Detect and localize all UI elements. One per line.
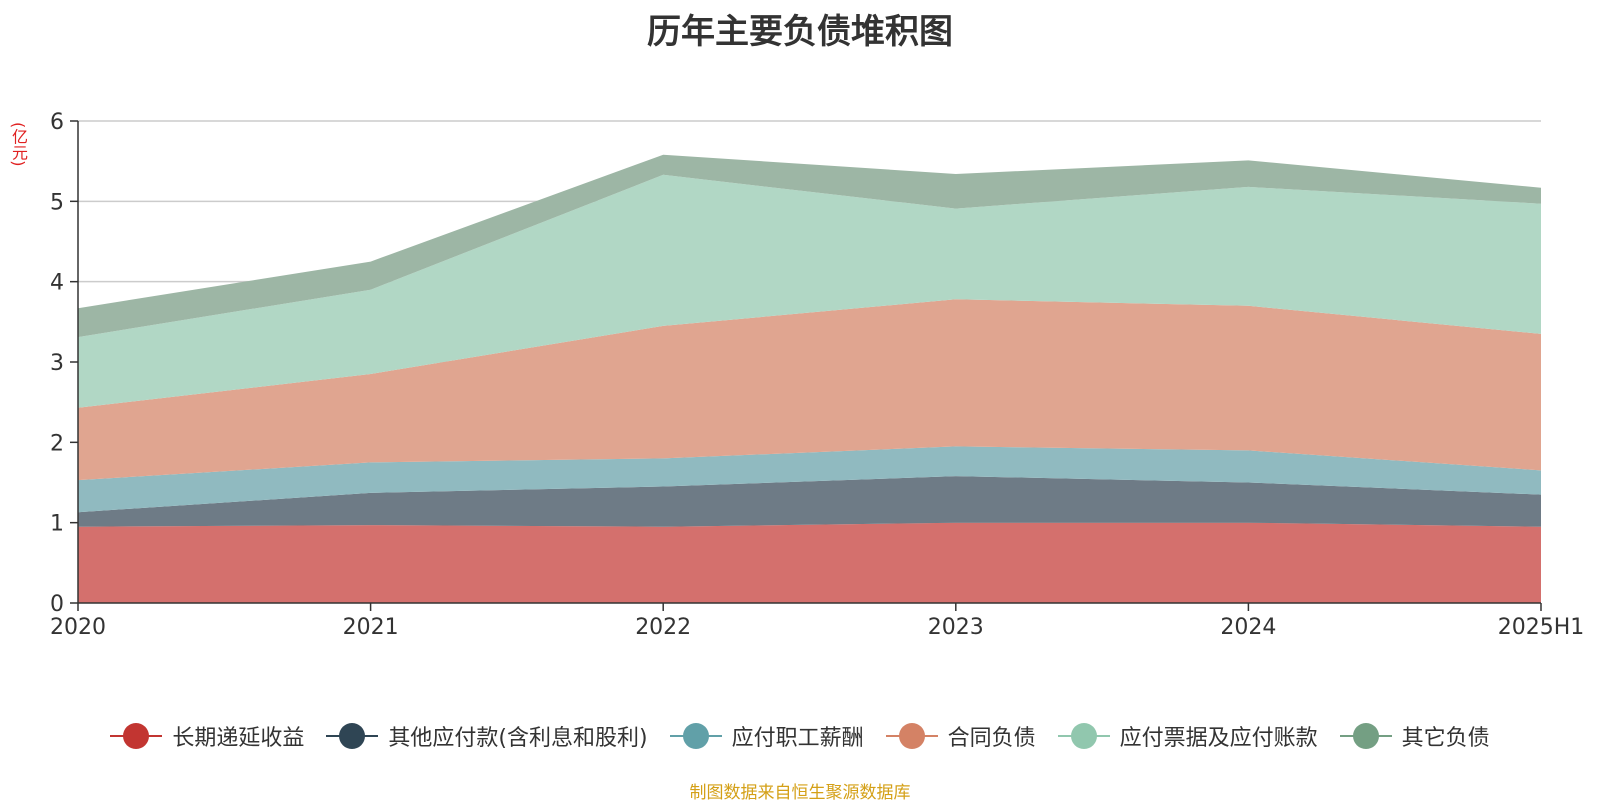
series-areas [78,154,1541,603]
y-axis-unit-label: (亿元) [9,122,28,167]
legend-marker-icon [885,722,938,750]
chart-legend: 长期递延收益 其他应付款(含利息和股利) 应付职工薪酬 合同负债 应付票据及应付账款 其它… [0,718,1600,754]
legend-label: 合同负债 [947,726,1036,751]
legend-item[interactable]: 应付职工薪酬 [669,720,864,752]
legend-marker-icon [669,722,722,750]
legend-item[interactable]: 长期递延收益 [110,720,304,752]
y-tick-label: 1 [50,512,64,537]
y-tick-label: 6 [50,110,64,135]
x-tick-label: 2023 [928,615,984,640]
legend-marker-icon [1057,722,1110,750]
area-series-0 [78,522,1541,603]
legend-label: 应付职工薪酬 [731,726,864,751]
legend-item[interactable]: 其他应付款(含利息和股利) [326,720,648,752]
legend-label: 应付票据及应付账款 [1119,726,1318,751]
axes: 0 1 2 3 4 5 6 2020 2021 2022 2023 2024 2025H1 [50,110,1584,640]
legend-label: 其它负债 [1401,726,1490,751]
legend-item[interactable]: 合同负债 [885,720,1036,752]
y-tick-label: 2 [50,431,64,456]
y-tick-label: 0 [50,592,64,617]
area-series-1 [78,476,1541,527]
y-tick-label: 4 [50,271,64,296]
legend-marker-icon [326,722,379,750]
chart-title: 历年主要负债堆积图 [647,12,953,52]
legend-label: 其他应付款(含利息和股利) [388,726,648,751]
x-tick-label: 2021 [343,615,399,640]
legend-item[interactable]: 应付票据及应付账款 [1057,720,1318,752]
legend-item[interactable]: 其它负债 [1339,720,1490,752]
area-series-3 [78,299,1541,481]
legend-label: 长期递延收益 [172,726,305,751]
x-tick-label: 2024 [1220,615,1276,640]
x-tick-label: 2022 [635,615,691,640]
x-tick-label: 2020 [50,615,106,640]
y-tick-label: 3 [50,351,64,376]
y-tick-label: 5 [50,190,64,215]
legend-marker-icon [110,722,163,750]
area-series-5 [78,154,1541,338]
stacked-area-chart: 0 1 2 3 4 5 6 2020 2021 2022 2023 2024 2025H1 [50,110,1584,640]
area-series-4 [78,174,1541,408]
x-tick-label: 2025H1 [1498,615,1585,640]
legend-marker-icon [1339,722,1392,750]
area-series-2 [78,446,1541,513]
data-source-note: 制图数据来自恒生聚源数据库 [689,783,911,803]
